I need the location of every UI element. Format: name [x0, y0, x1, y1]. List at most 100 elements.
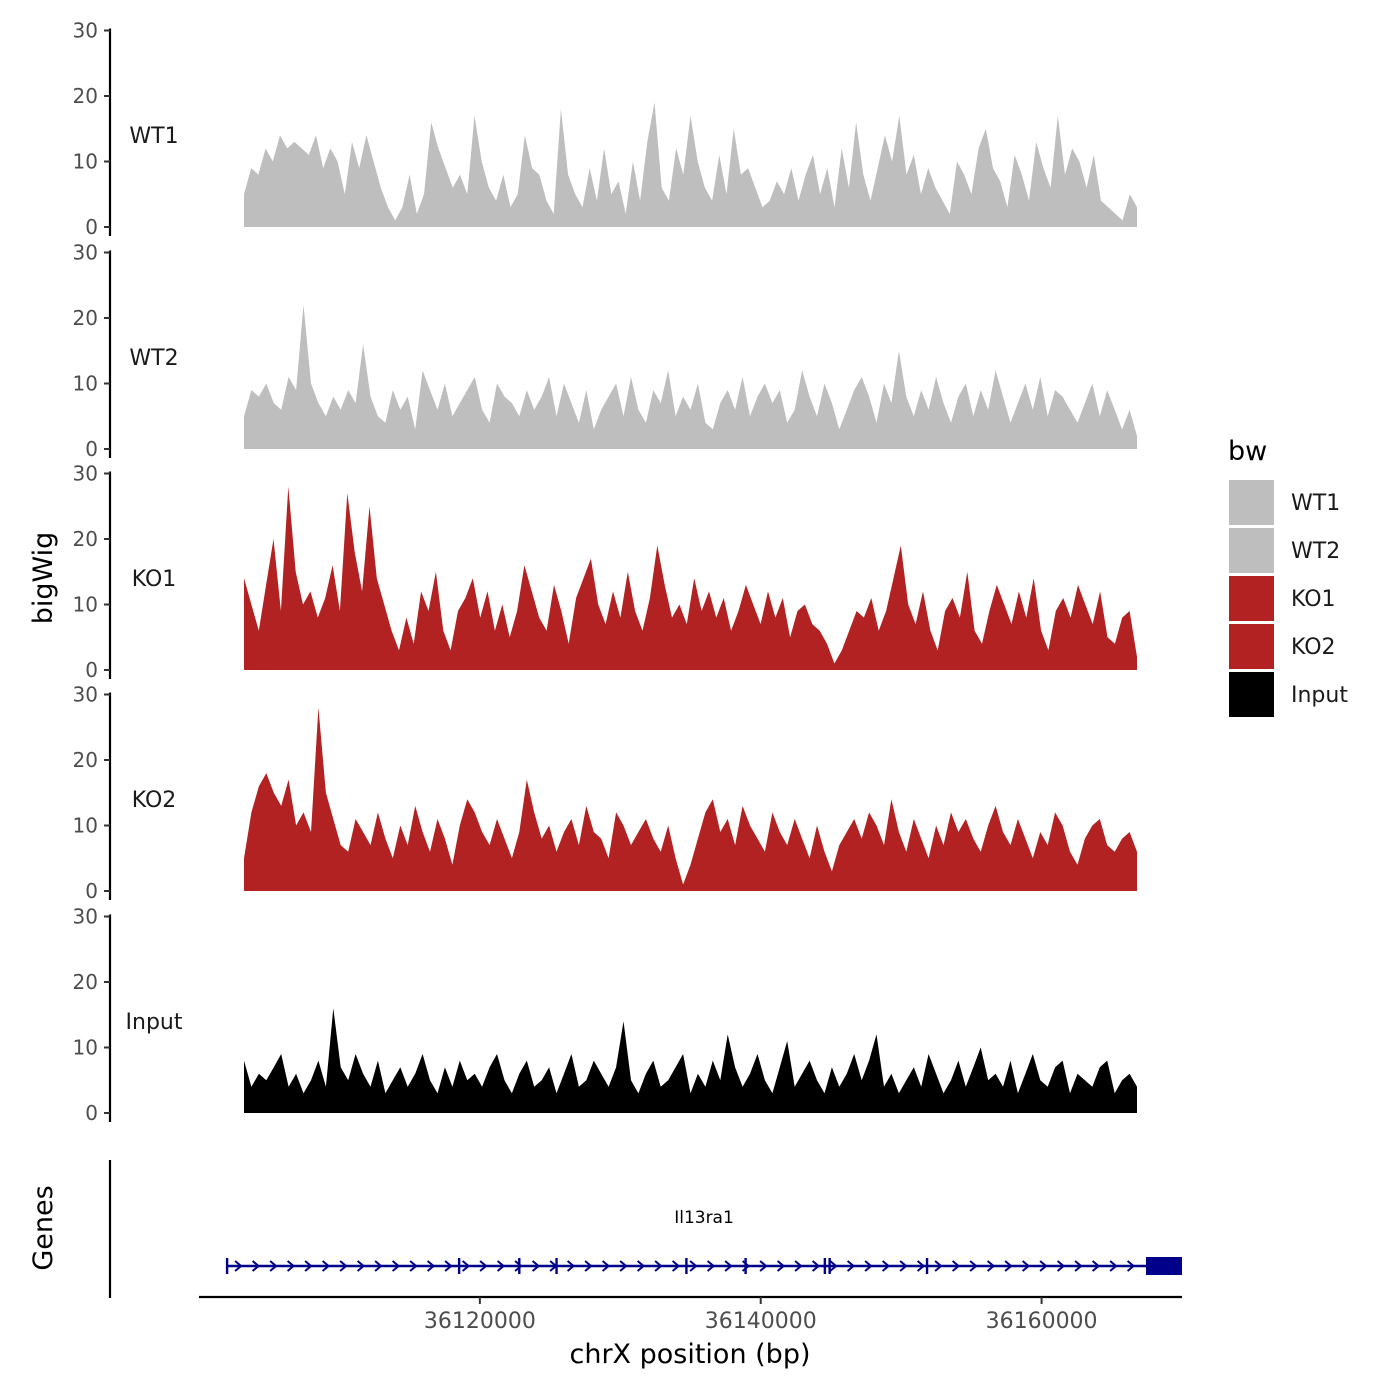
y-tick-label: 10 — [73, 1036, 98, 1060]
y-tick-label: 10 — [73, 814, 98, 838]
strand-arrow — [846, 1260, 856, 1272]
coverage-area-wt2 — [244, 304, 1137, 449]
legend-label-input: Input — [1291, 683, 1348, 708]
x-ticks: 36120000 36140000 36160000 — [424, 1297, 1098, 1334]
genes-panel: Genes Il13ra1 — [28, 1160, 1182, 1298]
legend-key-ko1 — [1229, 576, 1274, 621]
y-tick-label: 0 — [85, 658, 98, 682]
strand-arrow — [584, 1260, 593, 1272]
strand-arrow — [374, 1260, 383, 1272]
strand-arrow — [269, 1260, 278, 1272]
exon — [457, 1258, 461, 1274]
strand-arrow — [619, 1260, 628, 1272]
legend-label-wt2: WT2 — [1291, 539, 1340, 564]
legend-key-wt2 — [1229, 528, 1274, 573]
track-label: KO2 — [132, 788, 177, 813]
legend-key-wt1 — [1229, 480, 1274, 525]
genes-panel-title: Genes — [28, 1185, 59, 1270]
track-label: Input — [126, 1010, 183, 1035]
strand-arrow — [636, 1260, 646, 1272]
strand-arrow — [601, 1260, 611, 1272]
strand-arrow — [1109, 1260, 1118, 1272]
exon — [518, 1258, 521, 1274]
strand-arrow — [304, 1260, 313, 1272]
track-label: WT2 — [129, 346, 178, 371]
strand-arrow — [479, 1260, 488, 1272]
strand-arrow — [934, 1260, 943, 1272]
strand-arrow — [1039, 1260, 1048, 1272]
strand-arrow — [759, 1260, 768, 1272]
y-axis-title: bigWig — [28, 532, 59, 625]
y-tick-label: 20 — [73, 527, 98, 551]
track-label: KO1 — [132, 567, 177, 592]
y-tick-label: 30 — [73, 462, 98, 486]
terminal-exon — [1146, 1257, 1182, 1275]
coverage-area-ko1 — [244, 486, 1137, 670]
exon — [828, 1258, 831, 1274]
y-tick-label: 0 — [85, 879, 98, 903]
y-tick-label: 30 — [73, 683, 98, 707]
x-tick-label: 36160000 — [986, 1309, 1098, 1334]
tracks-layer: 0 10 20 30 WT1 0 10 20 30 WT2 0 10 20 30 KO1 0 10 20 30 KO2… — [73, 19, 1137, 1125]
y-tick-label: 30 — [73, 905, 98, 929]
legend-items: WT1 WT2 KO1 KO2 Input — [1229, 480, 1348, 717]
track-input: 0 10 20 30 Input — [73, 905, 1137, 1125]
strand-arrow — [461, 1260, 471, 1272]
y-tick-label: 30 — [73, 19, 98, 43]
strand-arrow — [881, 1260, 891, 1272]
strand-arrow — [794, 1260, 803, 1272]
strand-arrow — [776, 1260, 786, 1272]
exon — [744, 1258, 747, 1274]
strand-arrow — [864, 1260, 873, 1272]
strand-arrow — [566, 1260, 576, 1272]
strand-arrow — [409, 1260, 418, 1272]
strand-arrow — [1126, 1260, 1136, 1272]
strand-arrow — [829, 1260, 838, 1272]
strand-arrow — [234, 1260, 243, 1272]
strand-arrow — [1004, 1260, 1013, 1272]
strand-arrow — [444, 1260, 453, 1272]
legend-key-ko2 — [1229, 624, 1274, 669]
strand-arrow — [496, 1260, 506, 1272]
track-wt2: 0 10 20 30 WT2 — [73, 241, 1137, 461]
gene-name-label: Il13ra1 — [674, 1208, 734, 1228]
legend-label-ko2: KO2 — [1291, 635, 1336, 660]
y-tick-label: 30 — [73, 241, 98, 265]
gene-model — [225, 1257, 1182, 1275]
strand-arrow — [811, 1260, 821, 1272]
x-axis: 36120000 36140000 36160000 chrX position (… — [199, 1295, 1182, 1370]
legend-label-wt1: WT1 — [1291, 491, 1340, 516]
x-tick-label: 36140000 — [705, 1309, 817, 1334]
strand-arrow — [1074, 1260, 1083, 1272]
strand-arrow — [251, 1260, 261, 1272]
y-tick-label: 0 — [85, 215, 98, 239]
strand-arrow — [339, 1260, 348, 1272]
strand-arrow — [286, 1260, 296, 1272]
y-tick-label: 10 — [73, 150, 98, 174]
legend-label-ko1: KO1 — [1291, 587, 1336, 612]
y-tick-label: 20 — [73, 84, 98, 108]
y-tick-label: 10 — [73, 372, 98, 396]
exon — [555, 1258, 558, 1274]
strand-arrow — [1091, 1260, 1101, 1272]
strand-arrow — [356, 1260, 366, 1272]
track-ko1: 0 10 20 30 KO1 — [73, 462, 1137, 682]
exon — [823, 1258, 827, 1274]
x-axis-title: chrX position (bp) — [569, 1339, 810, 1370]
strand-arrow — [969, 1260, 978, 1272]
strand-arrow — [391, 1260, 401, 1272]
coverage-area-wt1 — [244, 102, 1137, 227]
y-tick-label: 0 — [85, 1101, 98, 1125]
y-tick-label: 20 — [73, 748, 98, 772]
strand-arrow — [916, 1260, 926, 1272]
coverage-area-input — [244, 1008, 1137, 1113]
coverage-area-ko2 — [244, 707, 1137, 891]
track-wt1: 0 10 20 30 WT1 — [73, 19, 1137, 239]
strand-arrow — [514, 1260, 523, 1272]
exon — [225, 1258, 229, 1274]
y-tick-label: 20 — [73, 306, 98, 330]
track-label: WT1 — [129, 124, 178, 149]
legend-key-input — [1229, 672, 1274, 717]
strand-arrow — [689, 1260, 698, 1272]
